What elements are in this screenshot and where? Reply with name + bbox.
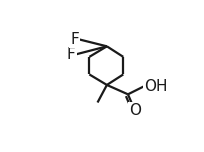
- Text: OH: OH: [144, 79, 168, 94]
- Text: F: F: [70, 32, 79, 47]
- Text: O: O: [129, 103, 141, 118]
- Text: F: F: [67, 47, 75, 62]
